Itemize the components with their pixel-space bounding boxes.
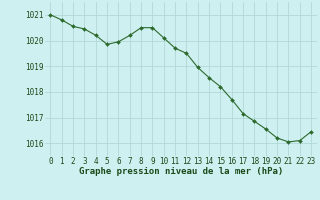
- X-axis label: Graphe pression niveau de la mer (hPa): Graphe pression niveau de la mer (hPa): [79, 167, 283, 176]
